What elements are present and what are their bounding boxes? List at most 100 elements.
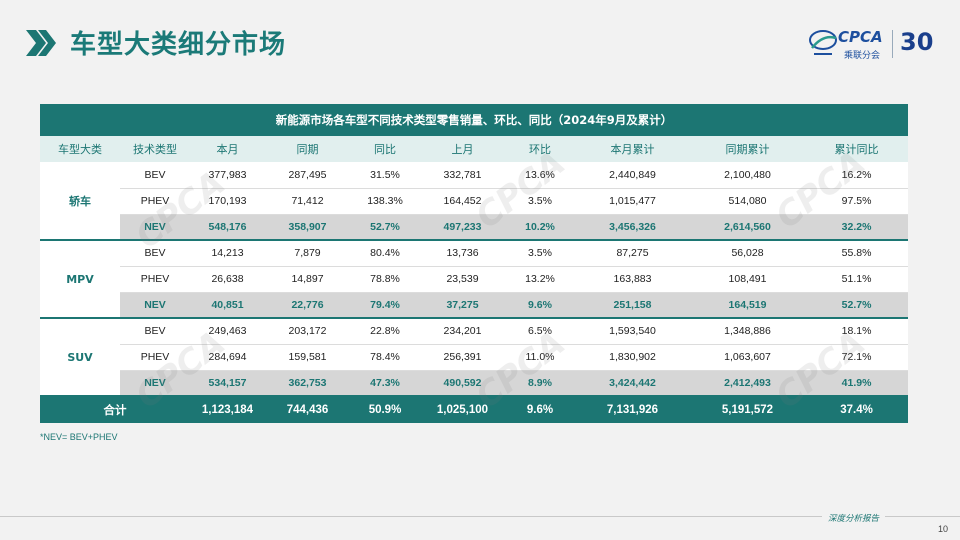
header-cell: 累计同比 <box>805 136 909 162</box>
tech-type-cell: PHEV <box>120 266 190 293</box>
tech-type-cell: PHEV <box>120 188 190 215</box>
value-cell: 3.5% <box>505 240 575 267</box>
value-cell: 78.8% <box>350 266 420 293</box>
total-row: 合计 1,123,184 744,436 50.9% 1,025,100 9.6… <box>40 396 909 423</box>
value-cell: 31.5% <box>350 162 420 189</box>
value-cell: 287,495 <box>265 162 350 189</box>
total-cell: 1,025,100 <box>420 396 505 423</box>
value-cell: 163,883 <box>575 266 690 293</box>
value-cell: 1,063,607 <box>690 344 805 371</box>
value-cell: 32.2% <box>805 214 909 241</box>
value-cell: 6.5% <box>505 318 575 345</box>
value-cell: 8.9% <box>505 370 575 397</box>
value-cell: 497,233 <box>420 214 505 241</box>
table-body: 轿车 BEV 377,983 287,495 31.5% 332,781 13.6% 2,44… <box>40 162 909 397</box>
nev-subtotal-row: NEV 40,851 22,776 79.4% 37,275 9.6% 251,158 164… <box>40 292 909 319</box>
value-cell: 362,753 <box>265 370 350 397</box>
value-cell: 22.8% <box>350 318 420 345</box>
value-cell: 2,614,560 <box>690 214 805 241</box>
tech-type-cell: BEV <box>120 240 190 267</box>
table-row: PHEV 284,694 159,581 78.4% 256,391 11.0% 1,830… <box>40 344 909 371</box>
value-cell: 47.3% <box>350 370 420 397</box>
header-cell: 本月累计 <box>575 136 690 162</box>
value-cell: 26,638 <box>190 266 265 293</box>
value-cell: 14,213 <box>190 240 265 267</box>
total-cell: 1,123,184 <box>190 396 265 423</box>
page-title: 车型大类细分市场 <box>70 30 287 60</box>
value-cell: 332,781 <box>420 162 505 189</box>
value-cell: 251,158 <box>575 292 690 319</box>
anniversary-badge: 30 <box>900 28 934 56</box>
value-cell: 80.4% <box>350 240 420 267</box>
value-cell: 52.7% <box>805 292 909 319</box>
footnote: *NEV= BEV+PHEV <box>40 432 118 442</box>
value-cell: 72.1% <box>805 344 909 371</box>
value-cell: 284,694 <box>190 344 265 371</box>
category-cell: SUV <box>40 318 120 397</box>
table-row: 轿车 BEV 377,983 287,495 31.5% 332,781 13.6% 2,44… <box>40 162 909 241</box>
sales-table-container: 新能源市场各车型不同技术类型零售销量、环比、同比（2024年9月及累计） 车型大… <box>40 104 909 423</box>
cpca-logo-icon <box>809 30 837 55</box>
value-cell: 2,412,493 <box>690 370 805 397</box>
page-header: 车型大类细分市场 CPCA 乘联分会 30 <box>0 0 960 80</box>
value-cell: 2,440,849 <box>575 162 690 189</box>
value-cell: 40,851 <box>190 292 265 319</box>
value-cell: 1,348,886 <box>690 318 805 345</box>
value-cell: 87,275 <box>575 240 690 267</box>
value-cell: 23,539 <box>420 266 505 293</box>
value-cell: 52.7% <box>350 214 420 241</box>
header-cell: 同期 <box>265 136 350 162</box>
nev-subtotal-row: NEV 548,176 358,907 52.7% 497,233 10.2% 3,456,… <box>40 214 909 241</box>
value-cell: 22,776 <box>265 292 350 319</box>
total-cell: 50.9% <box>350 396 420 423</box>
total-cell: 37.4% <box>805 396 909 423</box>
double-chevron-icon <box>26 30 56 56</box>
value-cell: 78.4% <box>350 344 420 371</box>
total-cell: 5,191,572 <box>690 396 805 423</box>
value-cell: 1,593,540 <box>575 318 690 345</box>
table-row: PHEV 170,193 71,412 138.3% 164,452 3.5% 1,015,… <box>40 188 909 215</box>
header-cell: 上月 <box>420 136 505 162</box>
logo-subtitle: 乘联分会 <box>844 51 881 61</box>
nev-subtotal-row: NEV 534,157 362,753 47.3% 490,592 8.9% 3,424,4… <box>40 370 909 397</box>
value-cell: 13.2% <box>505 266 575 293</box>
value-cell: 2,100,480 <box>690 162 805 189</box>
value-cell: 358,907 <box>265 214 350 241</box>
value-cell: 1,015,477 <box>575 188 690 215</box>
tech-type-cell: PHEV <box>120 344 190 371</box>
value-cell: 16.2% <box>805 162 909 189</box>
table-row: SUV BEV 249,463 203,172 22.8% 234,201 6.5% 1,59… <box>40 318 909 397</box>
value-cell: 10.2% <box>505 214 575 241</box>
value-cell: 51.1% <box>805 266 909 293</box>
value-cell: 256,391 <box>420 344 505 371</box>
value-cell: 490,592 <box>420 370 505 397</box>
value-cell: 11.0% <box>505 344 575 371</box>
total-cell: 9.6% <box>505 396 575 423</box>
tech-type-cell: NEV <box>120 370 190 397</box>
table-row: PHEV 26,638 14,897 78.8% 23,539 13.2% 163,883 1… <box>40 266 909 293</box>
tech-type-cell: BEV <box>120 162 190 189</box>
total-cell: 7,131,926 <box>575 396 690 423</box>
tech-type-cell: NEV <box>120 214 190 241</box>
header-cell: 车型大类 <box>40 136 120 162</box>
value-cell: 18.1% <box>805 318 909 345</box>
header-cell: 同期累计 <box>690 136 805 162</box>
value-cell: 203,172 <box>265 318 350 345</box>
value-cell: 170,193 <box>190 188 265 215</box>
value-cell: 9.6% <box>505 292 575 319</box>
tech-type-cell: NEV <box>120 292 190 319</box>
header-cell: 环比 <box>505 136 575 162</box>
value-cell: 164,452 <box>420 188 505 215</box>
value-cell: 377,983 <box>190 162 265 189</box>
logo-brand: CPCA <box>838 28 883 46</box>
cpca-logo: CPCA 乘联分会 30 <box>808 26 948 62</box>
value-cell: 534,157 <box>190 370 265 397</box>
value-cell: 108,491 <box>690 266 805 293</box>
value-cell: 55.8% <box>805 240 909 267</box>
value-cell: 79.4% <box>350 292 420 319</box>
sales-table: 新能源市场各车型不同技术类型零售销量、环比、同比（2024年9月及累计） 车型大… <box>40 104 909 423</box>
value-cell: 41.9% <box>805 370 909 397</box>
category-cell: MPV <box>40 240 120 319</box>
value-cell: 13.6% <box>505 162 575 189</box>
table-caption-row: 新能源市场各车型不同技术类型零售销量、环比、同比（2024年9月及累计） <box>40 104 909 136</box>
